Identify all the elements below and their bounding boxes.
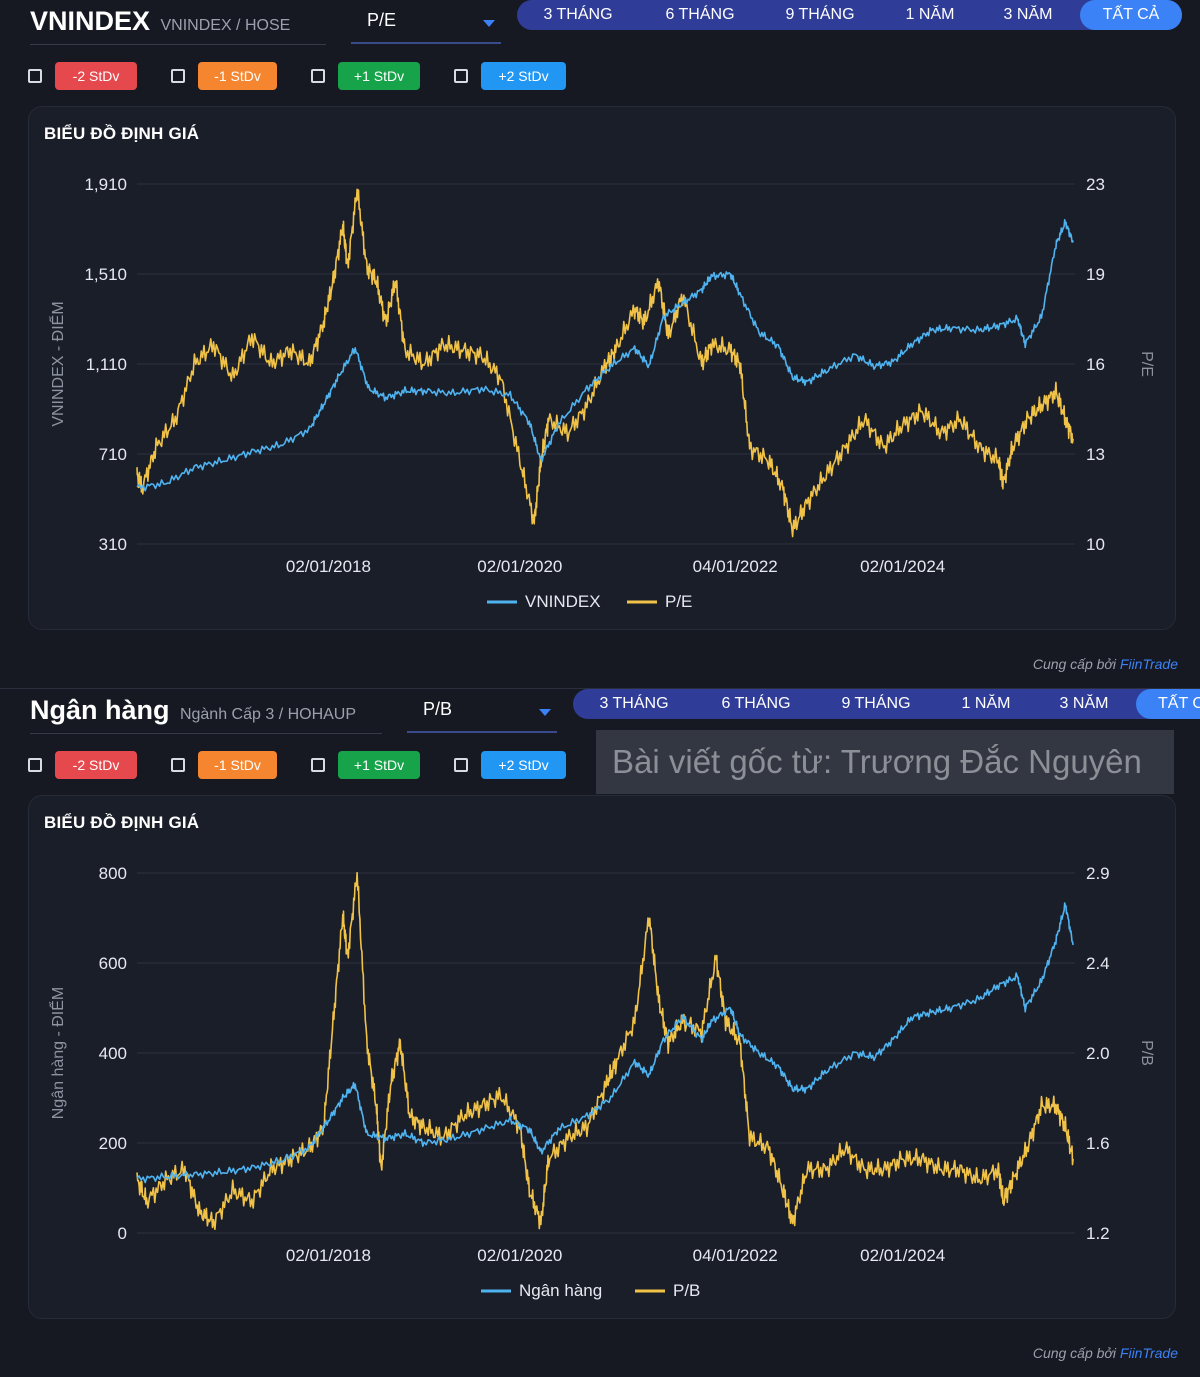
y2-tick-label: 19 bbox=[1086, 265, 1105, 284]
y2-tick-label: 2.4 bbox=[1086, 954, 1110, 973]
y-tick-label: 200 bbox=[99, 1134, 127, 1153]
y2-axis-label: P/B bbox=[1138, 1040, 1155, 1066]
y2-tick-label: 2.9 bbox=[1086, 864, 1110, 883]
checkbox-minus1-stdev[interactable] bbox=[171, 758, 185, 772]
range-1-nam[interactable]: 1 NĂM bbox=[961, 695, 1011, 712]
range-6-thang[interactable]: 6 THÁNG bbox=[721, 695, 791, 712]
chevron-down-icon bbox=[483, 20, 495, 27]
range-tat-ca[interactable]: TẤT C bbox=[1136, 689, 1200, 719]
x-tick-label: 02/01/2024 bbox=[860, 1246, 945, 1265]
x-tick-label: 02/01/2024 bbox=[860, 557, 945, 576]
range-3-thang[interactable]: 3 THÁNG bbox=[599, 695, 669, 712]
vnindex-panel: VNINDEX VNINDEX / HOSE P/E 3 THÁNG 6 THÁ… bbox=[0, 0, 1200, 688]
y-tick-label: 800 bbox=[99, 864, 127, 883]
x-tick-label: 02/01/2020 bbox=[477, 1246, 562, 1265]
y-tick-label: 0 bbox=[118, 1224, 127, 1243]
provider-brand-link[interactable]: FiinTrade bbox=[1119, 656, 1178, 672]
legend-label[interactable]: P/B bbox=[673, 1281, 700, 1300]
range-3-thang[interactable]: 3 THÁNG bbox=[543, 6, 613, 23]
y2-tick-label: 23 bbox=[1086, 175, 1105, 194]
y-tick-label: 600 bbox=[99, 954, 127, 973]
chart-title: BIỂU ĐỒ ĐỊNH GIÁ bbox=[44, 813, 200, 832]
x-tick-label: 02/01/2018 bbox=[286, 557, 371, 576]
provider-brand-link[interactable]: FiinTrade bbox=[1119, 1345, 1178, 1361]
y2-tick-label: 10 bbox=[1086, 535, 1105, 554]
valuation-chart-card bbox=[28, 795, 1176, 1319]
valuation-chart: 800 2.9 600 2.4 400 2.0 200 1.6 0 1.2 02/01/2018 02… bbox=[48, 864, 1155, 1300]
watermark-banner: Bài viết gốc từ: Trương Đắc Nguyên bbox=[596, 730, 1174, 794]
y-axis-label: Ngân hàng - ĐIỂM bbox=[48, 987, 67, 1120]
legend-label[interactable]: P/E bbox=[665, 592, 692, 611]
badge-minus1-stdev[interactable]: -1 StDv bbox=[198, 751, 277, 779]
badge-minus1-stdev[interactable]: -1 StDv bbox=[198, 62, 277, 90]
data-provider: Cung cấp bởi FiinTrade bbox=[1033, 1345, 1178, 1361]
series-line-ratio bbox=[136, 188, 1074, 538]
y-tick-label: 1,110 bbox=[86, 355, 127, 374]
badge-plus1-stdev[interactable]: +1 StDv bbox=[338, 751, 420, 779]
badge-minus2-stdev[interactable]: -2 StDv bbox=[55, 62, 137, 90]
index-exchange: VNINDEX / HOSE bbox=[160, 17, 291, 34]
range-3-nam[interactable]: 3 NĂM bbox=[1059, 695, 1109, 712]
series-line-ratio bbox=[136, 871, 1074, 1231]
badge-plus1-stdev[interactable]: +1 StDv bbox=[338, 62, 420, 90]
checkbox-plus1-stdev[interactable] bbox=[311, 69, 325, 83]
range-9-thang[interactable]: 9 THÁNG bbox=[785, 6, 855, 23]
y2-axis-label: P/E bbox=[1138, 351, 1155, 377]
badge-minus2-stdev[interactable]: -2 StDv bbox=[55, 751, 137, 779]
time-range-bar: 3 THÁNG 6 THÁNG 9 THÁNG 1 NĂM 3 NĂM TẤT … bbox=[517, 0, 1182, 30]
metric-dropdown[interactable]: P/E bbox=[351, 8, 501, 44]
x-tick-label: 02/01/2020 bbox=[477, 557, 562, 576]
series-line-index bbox=[136, 902, 1074, 1184]
badge-plus2-stdev[interactable]: +2 StDv bbox=[481, 62, 566, 90]
title-underline bbox=[30, 44, 326, 45]
legend-label[interactable]: Ngân hàng bbox=[519, 1281, 602, 1300]
range-3-nam[interactable]: 3 NĂM bbox=[1003, 6, 1053, 23]
checkbox-plus1-stdev[interactable] bbox=[311, 758, 325, 772]
y-tick-label: 710 bbox=[99, 445, 127, 464]
y2-tick-label: 13 bbox=[1086, 445, 1105, 464]
y-tick-label: 1,910 bbox=[84, 175, 127, 194]
x-tick-label: 04/01/2022 bbox=[693, 557, 778, 576]
range-9-thang[interactable]: 9 THÁNG bbox=[841, 695, 911, 712]
range-6-thang[interactable]: 6 THÁNG bbox=[665, 6, 735, 23]
y2-tick-label: 1.6 bbox=[1086, 1134, 1110, 1153]
valuation-chart-card bbox=[28, 106, 1176, 630]
checkbox-plus2-stdev[interactable] bbox=[454, 69, 468, 83]
panel-title: VNINDEX VNINDEX / HOSE bbox=[30, 6, 290, 37]
provider-prefix: Cung cấp bởi bbox=[1032, 656, 1117, 672]
x-tick-label: 04/01/2022 bbox=[693, 1246, 778, 1265]
time-range-bar: 3 THÁNG 6 THÁNG 9 THÁNG 1 NĂM 3 NĂM TẤT … bbox=[573, 689, 1200, 719]
range-tat-ca[interactable]: TẤT CẢ bbox=[1080, 0, 1182, 30]
y-axis-label: VNINDEX - ĐIỂM bbox=[48, 301, 67, 426]
metric-value: P/B bbox=[423, 699, 453, 719]
provider-prefix: Cung cấp bởi bbox=[1032, 1345, 1117, 1361]
metric-value: P/E bbox=[367, 10, 397, 30]
sector-classification: Ngành Cấp 3 / HOHAUP bbox=[179, 706, 357, 723]
y2-tick-label: 16 bbox=[1086, 355, 1105, 374]
title-underline bbox=[30, 733, 382, 734]
panel-title: Ngân hàng Ngành Cấp 3 / HOHAUP bbox=[30, 695, 356, 726]
index-name: VNINDEX bbox=[30, 6, 151, 36]
checkbox-plus2-stdev[interactable] bbox=[454, 758, 468, 772]
y-tick-label: 1,510 bbox=[84, 265, 127, 284]
range-1-nam[interactable]: 1 NĂM bbox=[905, 6, 955, 23]
y-tick-label: 400 bbox=[99, 1044, 127, 1063]
y2-tick-label: 1.2 bbox=[1086, 1224, 1110, 1243]
legend-label[interactable]: VNINDEX bbox=[525, 592, 601, 611]
badge-plus2-stdev[interactable]: +2 StDv bbox=[481, 751, 566, 779]
checkbox-minus2-stdev[interactable] bbox=[28, 69, 42, 83]
series-line-index bbox=[136, 219, 1074, 492]
valuation-chart: 1,910 23 1,510 19 1,110 16 710 13 310 10 02/01/201… bbox=[48, 175, 1155, 611]
y-tick-label: 310 bbox=[99, 535, 127, 554]
checkbox-minus1-stdev[interactable] bbox=[171, 69, 185, 83]
checkbox-minus2-stdev[interactable] bbox=[28, 758, 42, 772]
bank-panel: Ngân hàng Ngành Cấp 3 / HOHAUP P/B 3 THÁ… bbox=[0, 688, 1200, 1376]
metric-dropdown[interactable]: P/B bbox=[407, 697, 557, 733]
x-tick-label: 02/01/2018 bbox=[286, 1246, 371, 1265]
data-provider: Cung cấp bởi FiinTrade bbox=[1033, 656, 1178, 672]
chart-title: BIỂU ĐỒ ĐỊNH GIÁ bbox=[44, 124, 200, 143]
chevron-down-icon bbox=[539, 709, 551, 716]
sector-name: Ngân hàng bbox=[30, 695, 170, 725]
y2-tick-label: 2.0 bbox=[1086, 1044, 1110, 1063]
